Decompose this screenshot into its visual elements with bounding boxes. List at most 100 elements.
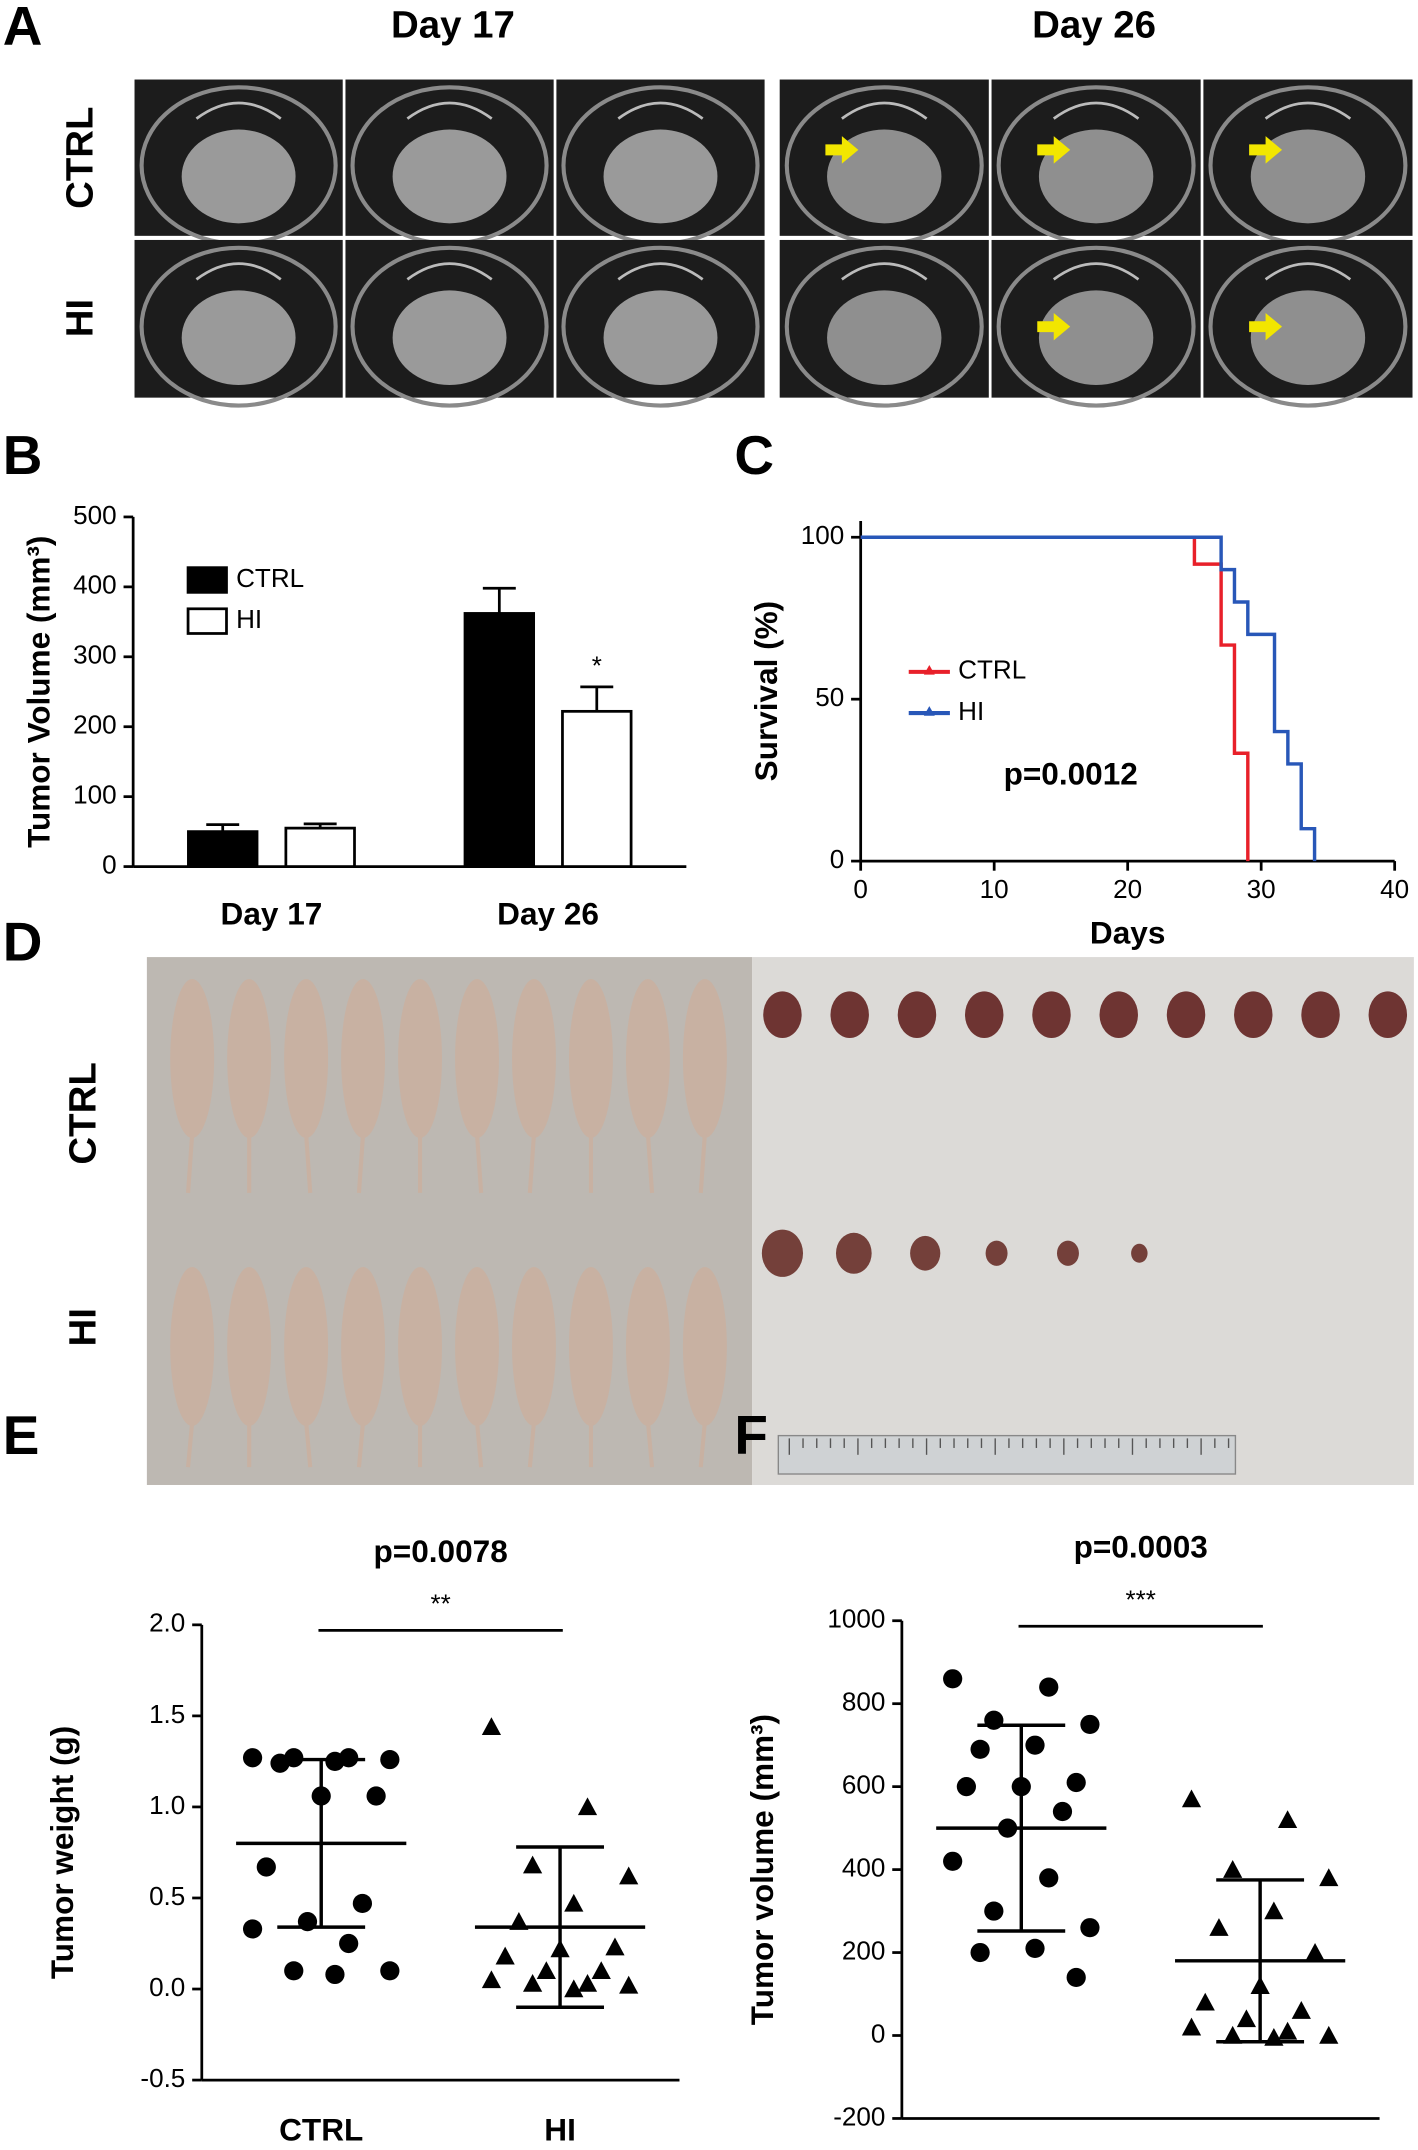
data-point bbox=[1277, 1810, 1298, 1829]
column-label: Day 26 bbox=[1032, 4, 1156, 47]
tumor bbox=[1234, 991, 1273, 1038]
mouse bbox=[341, 1266, 386, 1427]
bar bbox=[463, 612, 536, 868]
mouse bbox=[284, 979, 329, 1139]
data-point bbox=[577, 1973, 598, 1992]
arrow bbox=[1249, 136, 1283, 164]
data-point bbox=[619, 1975, 639, 1994]
mri-structure bbox=[406, 262, 493, 281]
mouse-tail bbox=[186, 1133, 195, 1194]
data-point bbox=[1181, 1789, 1202, 1808]
data-point bbox=[380, 1749, 400, 1770]
mouse bbox=[170, 1266, 215, 1427]
data-point bbox=[943, 1669, 963, 1689]
tumor bbox=[835, 1232, 872, 1274]
mri-brain bbox=[1038, 129, 1154, 224]
y-tick-label: 1.5 bbox=[149, 1699, 185, 1729]
y-tick-label: 50 bbox=[815, 682, 844, 712]
data-point bbox=[1181, 2017, 1202, 2036]
mri-head bbox=[139, 245, 338, 408]
panel-label: F bbox=[734, 1404, 768, 1466]
y-tick-label: 1000 bbox=[827, 1604, 885, 1634]
data-point bbox=[1080, 1714, 1100, 1735]
tumor bbox=[910, 1235, 941, 1271]
data-point bbox=[956, 1777, 976, 1797]
y-tick-label: 0.0 bbox=[149, 1972, 185, 2002]
data-point bbox=[256, 1857, 276, 1877]
tumor bbox=[1056, 1240, 1079, 1266]
data-point bbox=[536, 1961, 556, 1980]
mouse bbox=[284, 1266, 329, 1427]
x-tick-label: 0 bbox=[853, 874, 868, 904]
panel-label: C bbox=[734, 424, 774, 486]
mouse bbox=[568, 979, 613, 1139]
y-tick-label: 200 bbox=[73, 710, 116, 740]
legend-label: CTRL bbox=[236, 563, 304, 593]
y-tick-label: 100 bbox=[73, 780, 116, 810]
significance-label: *** bbox=[1125, 1584, 1155, 1614]
mouse-tail bbox=[304, 1133, 313, 1194]
y-tick-label: 600 bbox=[842, 1770, 885, 1800]
data-point bbox=[339, 1933, 359, 1954]
mri-structure bbox=[1052, 101, 1140, 120]
x-tick-label: 20 bbox=[1113, 874, 1142, 904]
data-point bbox=[984, 1901, 1004, 1921]
mri-brain bbox=[1250, 129, 1366, 224]
mouse-tail bbox=[356, 1133, 366, 1194]
mouse bbox=[512, 979, 556, 1139]
tumor bbox=[1032, 991, 1071, 1038]
y-tick-label: 1.0 bbox=[149, 1790, 185, 1820]
tumor bbox=[1301, 991, 1340, 1038]
data-point bbox=[522, 1973, 543, 1992]
arrow bbox=[1037, 136, 1071, 164]
data-point bbox=[325, 1751, 345, 1772]
y-axis-label: Tumor volume (mm³) bbox=[744, 1714, 780, 2025]
mri-brain bbox=[392, 290, 507, 386]
photo-right bbox=[752, 957, 1414, 1485]
mouse-tail bbox=[698, 1133, 707, 1194]
row-label: HI bbox=[58, 299, 101, 337]
mouse bbox=[625, 979, 670, 1139]
mouse bbox=[682, 979, 727, 1139]
data-point bbox=[1264, 1901, 1284, 1920]
mri-brain bbox=[181, 290, 296, 386]
mri-structure bbox=[1052, 262, 1140, 281]
legend-swatch bbox=[186, 607, 228, 635]
data-point bbox=[1025, 1938, 1045, 1959]
data-point bbox=[1319, 1868, 1339, 1887]
tumor bbox=[761, 1229, 804, 1277]
y-tick-label: 400 bbox=[842, 1852, 885, 1882]
mri-brain bbox=[827, 290, 942, 386]
data-point bbox=[619, 1866, 639, 1885]
legend-marker bbox=[923, 665, 935, 675]
data-point bbox=[970, 1942, 990, 1963]
mri-structure bbox=[1264, 101, 1352, 120]
significance-label: * bbox=[592, 651, 602, 681]
data-point bbox=[495, 1946, 515, 1965]
y-tick-label: 0 bbox=[102, 849, 117, 879]
data-point bbox=[564, 1979, 584, 1998]
mri-brain bbox=[392, 129, 507, 224]
y-axis-label: Tumor Volume (mm³) bbox=[20, 536, 56, 848]
mri-structure bbox=[1264, 262, 1352, 281]
y-tick-label: 500 bbox=[73, 500, 116, 530]
mouse-tail bbox=[527, 1421, 537, 1468]
mri-head bbox=[561, 245, 760, 408]
mouse bbox=[170, 979, 215, 1139]
annotation: p=0.0003 bbox=[1074, 1529, 1208, 1565]
mri-head bbox=[784, 245, 984, 408]
legend-marker bbox=[923, 706, 935, 716]
panel-label: B bbox=[3, 424, 43, 486]
tumor bbox=[985, 1240, 1008, 1266]
legend-label: CTRL bbox=[958, 655, 1026, 685]
mouse bbox=[398, 1266, 443, 1427]
annotation: p=0.0078 bbox=[374, 1533, 508, 1569]
y-tick-label: 300 bbox=[73, 640, 116, 670]
mri-images bbox=[134, 79, 1413, 408]
mri-structure bbox=[617, 262, 704, 281]
mri-head bbox=[996, 245, 1196, 408]
y-tick-label: 2.0 bbox=[149, 1608, 185, 1638]
mouse bbox=[227, 979, 272, 1139]
data-point bbox=[564, 1893, 584, 1912]
mri-structure bbox=[617, 101, 704, 120]
